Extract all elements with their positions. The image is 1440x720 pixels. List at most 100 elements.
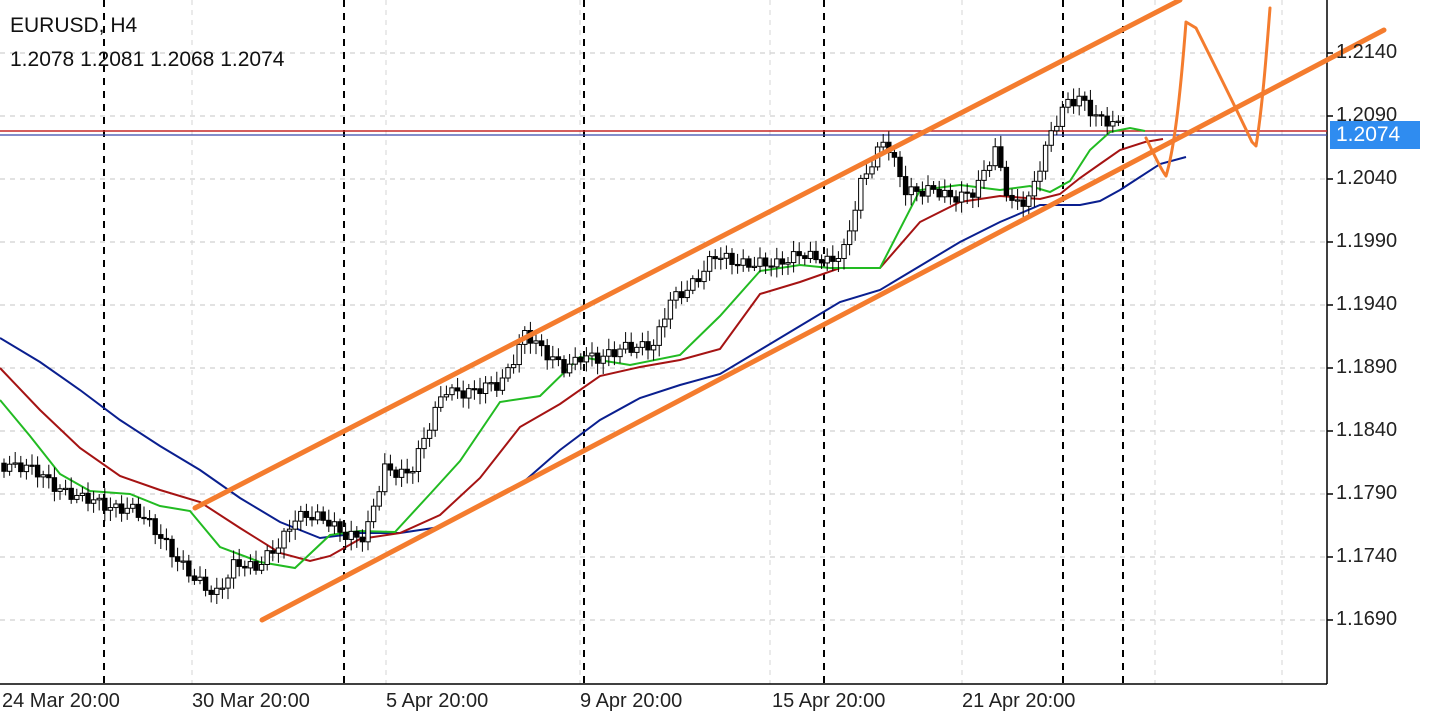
candle-body: [421, 437, 427, 450]
symbol-title: EURUSD, H4: [10, 14, 138, 37]
candle-body: [578, 356, 584, 363]
candle-body: [382, 463, 388, 493]
candle-body: [639, 341, 646, 348]
candle-body: [617, 348, 623, 358]
candle-body: [494, 382, 500, 391]
candle-body: [1009, 194, 1015, 201]
candle-body: [85, 492, 91, 504]
channel-lower-line: [259, 27, 1387, 623]
candle-body: [393, 469, 399, 478]
candle-body: [236, 559, 242, 567]
candle-body: [331, 521, 338, 527]
candle-body: [919, 190, 926, 197]
candle-body: [482, 382, 489, 395]
candle-body: [533, 340, 539, 344]
y-axis-ticks: [1327, 52, 1333, 621]
candle-body: [964, 191, 970, 194]
candle-body: [1087, 99, 1094, 117]
candle-body: [830, 255, 836, 262]
candle-body: [561, 359, 567, 374]
candle-body: [270, 550, 276, 554]
candle-body: [1042, 144, 1049, 172]
candle-body: [1076, 95, 1082, 107]
candle-body: [544, 345, 550, 361]
candle-body: [796, 251, 802, 257]
current-price-tag: 1.2074: [1330, 121, 1420, 149]
candle-body: [477, 388, 483, 395]
candle-body: [354, 530, 360, 538]
candle-body: [841, 244, 847, 260]
candle-body: [169, 538, 175, 558]
candle-body: [746, 258, 752, 268]
candle-body: [863, 173, 870, 179]
candle-body: [12, 462, 18, 465]
y-tick-label: 1.1990: [1336, 230, 1398, 252]
x-tick-label: 24 Mar 20:00: [2, 690, 120, 712]
candle-body: [18, 462, 24, 473]
candle-body: [594, 352, 601, 364]
candle-body: [667, 299, 674, 320]
candle-body: [645, 341, 651, 351]
candle-body: [678, 291, 685, 299]
candle-body: [158, 534, 164, 539]
channel-upper-line: [192, 0, 1183, 511]
period-separators: [103, 0, 1124, 684]
candle-body: [538, 340, 545, 347]
candle-body: [1037, 170, 1043, 182]
candle-body: [975, 179, 982, 198]
candle-body: [214, 587, 220, 595]
candle-body: [298, 510, 304, 522]
candle-body: [566, 363, 573, 374]
candle-body: [606, 349, 612, 357]
candle-body: [589, 352, 595, 357]
candle-body: [79, 492, 86, 496]
candle-body: [314, 511, 321, 521]
candle-body: [880, 141, 886, 148]
candle-body: [303, 510, 310, 518]
candle-body: [68, 487, 74, 500]
candle-body: [225, 577, 231, 589]
y-tick-label: 1.1940: [1336, 293, 1398, 315]
candle-body: [113, 503, 119, 509]
candle-body: [191, 575, 198, 581]
candle-body: [958, 191, 965, 203]
candle-body: [1093, 114, 1099, 117]
y-tick-label: 1.1690: [1336, 608, 1398, 630]
candle-body: [1014, 199, 1021, 202]
candle-body: [96, 497, 102, 501]
candle-body: [309, 516, 315, 521]
candle-body: [1082, 95, 1088, 101]
y-tick-label: 1.2090: [1336, 104, 1398, 126]
candle-body: [1098, 114, 1105, 117]
candle-body: [723, 252, 730, 259]
candle-body: [370, 505, 377, 523]
candle-body: [320, 511, 326, 521]
candle-body: [281, 530, 287, 549]
candle-body: [404, 468, 410, 474]
candle-body: [1003, 166, 1010, 196]
candle-body: [768, 265, 774, 268]
candle-body: [488, 382, 494, 385]
candle-body: [998, 146, 1004, 168]
candle-body: [1110, 121, 1116, 127]
candle-body: [583, 355, 590, 363]
candle-body: [1031, 180, 1038, 197]
candle-body: [846, 230, 853, 246]
candle-body: [695, 278, 702, 283]
candle-body: [90, 499, 97, 504]
candle-body: [197, 576, 203, 581]
candle-body: [443, 394, 450, 398]
candle-body: [740, 258, 746, 266]
candle-body: [376, 491, 382, 507]
candle-body: [426, 429, 433, 439]
candle-body: [824, 255, 830, 264]
candle-body: [813, 250, 819, 261]
y-tick-label: 1.2140: [1336, 41, 1398, 63]
candle-body: [947, 189, 954, 198]
candle-body: [701, 270, 707, 283]
y-tick-label: 1.1840: [1336, 419, 1398, 441]
candle-body: [712, 256, 718, 260]
candle-body: [247, 561, 254, 569]
